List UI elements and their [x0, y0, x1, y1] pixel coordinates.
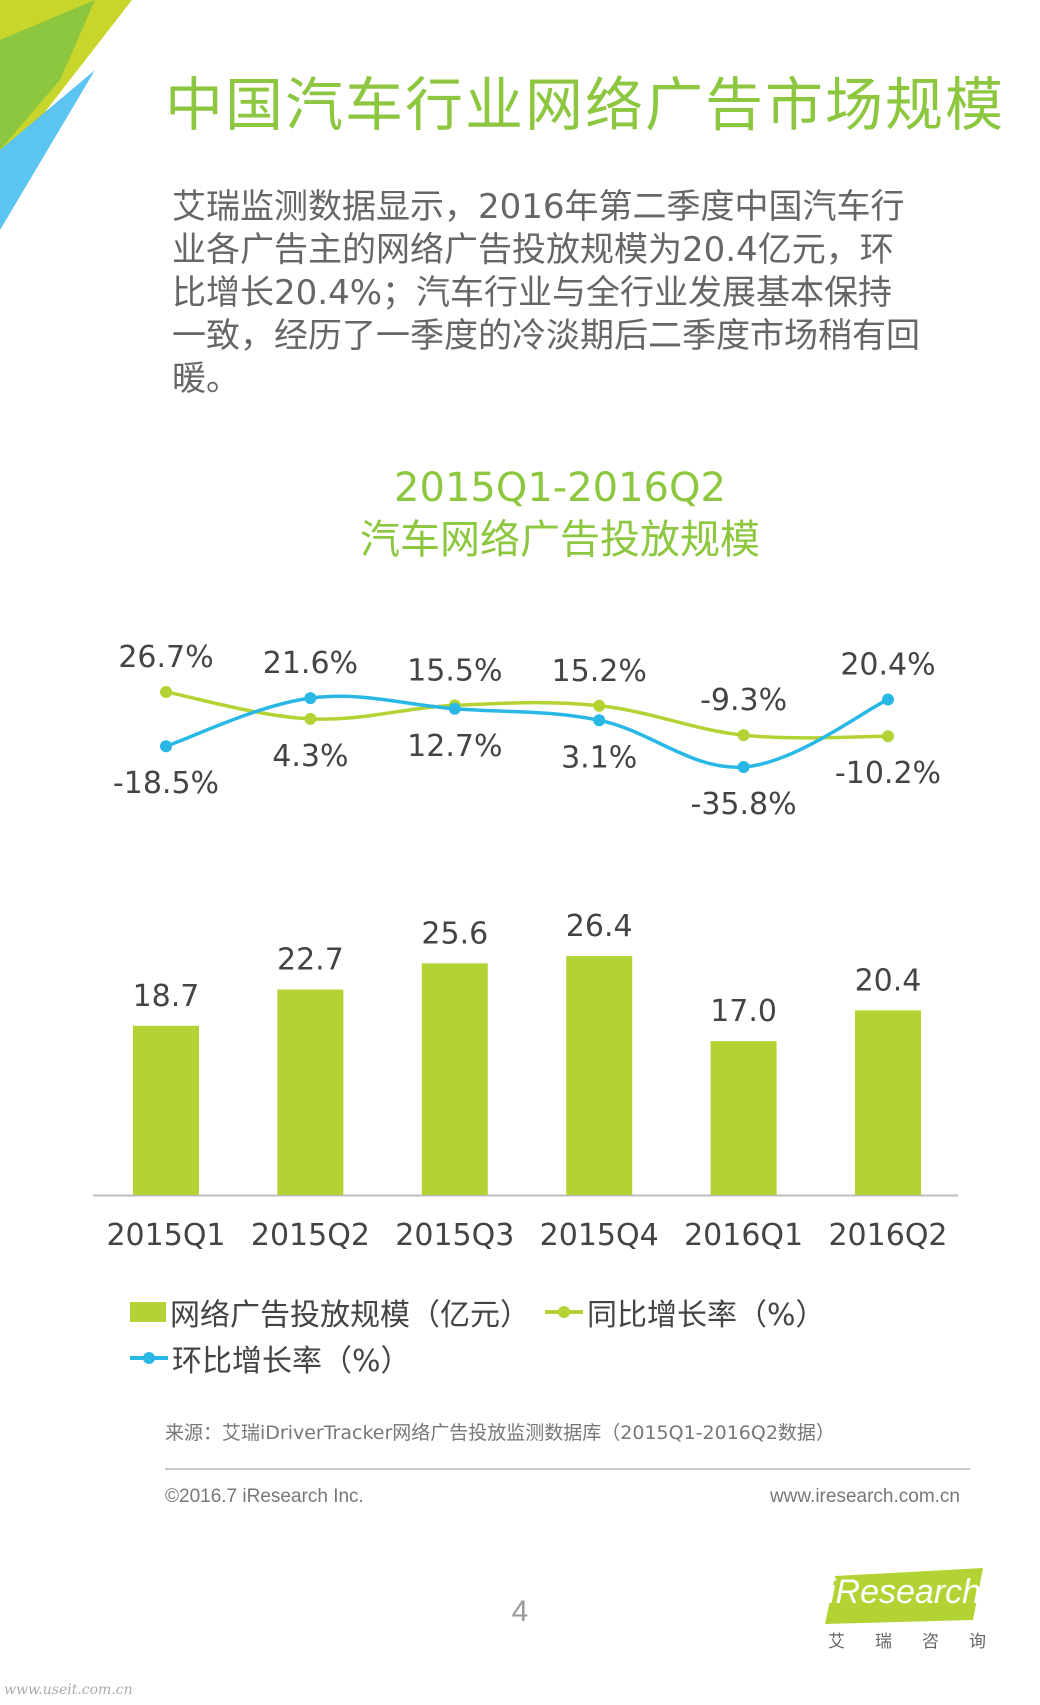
qoq-point-2015Q1	[160, 740, 172, 753]
page-title: 中国汽车行业网络广告市场规模	[165, 71, 1006, 139]
chart-title-line2: 汽车网络广告投放规模	[360, 517, 760, 563]
qoq-growth-line	[165, 694, 889, 769]
x-tick-label-2016Q2: 2016Q2	[828, 1218, 947, 1253]
x-tick-label-2016Q1: 2016Q1	[684, 1218, 803, 1253]
source-note: 来源：艾瑞iDriverTracker网络广告投放监测数据库（2015Q1-20…	[165, 1422, 835, 1444]
yoy-label-2015Q4: 15.2%	[552, 654, 647, 689]
qoq-label-2015Q3: 12.7%	[407, 729, 502, 764]
footer-divider	[165, 1468, 970, 1470]
legend-item-qoq: 环比增长率（%）	[130, 1336, 411, 1380]
x-tick-label-2015Q4: 2015Q4	[540, 1218, 659, 1253]
yoy-label-2015Q3: 15.5%	[407, 653, 502, 688]
legend-bar-label: 网络广告投放规模（亿元）	[170, 1298, 530, 1333]
yoy-label-2015Q2: 4.3%	[272, 739, 348, 774]
bar-2016Q2	[855, 1010, 921, 1195]
bar-label-2016Q2: 20.4	[855, 963, 922, 998]
website-link[interactable]: www.iresearch.com.cn	[769, 1486, 960, 1507]
chart-area: 18.7 2015Q1 22.7 2015Q2 25.6 2015Q3 26.4 2015Q4…	[93, 640, 958, 1253]
watermark: www.useit.com.cn	[4, 1682, 133, 1698]
bar-2015Q2	[277, 989, 344, 1195]
qoq-label-2015Q4: 3.1%	[561, 740, 637, 775]
intro-paragraph: 艾瑞监测数据显示，2016年第二季度中国汽车行业各广告主的网络广告投放规模为20…	[172, 187, 920, 399]
corner-blue-shape	[0, 70, 95, 230]
x-tick-label-2015Q1: 2015Q1	[106, 1218, 225, 1253]
bar-2015Q3	[421, 963, 488, 1195]
yoy-label-2016Q2: -10.2%	[835, 756, 941, 791]
legend-qoq-swatch	[130, 1352, 168, 1364]
bar-label-2015Q3: 25.6	[421, 916, 488, 951]
qoq-label-2016Q2: 20.4%	[840, 648, 935, 683]
bar-label-2015Q4: 26.4	[566, 909, 633, 944]
qoq-point-2016Q2	[882, 693, 894, 706]
yoy-point-2016Q1	[737, 729, 750, 742]
x-tick-label-2015Q2: 2015Q2	[251, 1218, 370, 1253]
qoq-point-2015Q3	[448, 702, 461, 715]
corner-green-shape	[0, 0, 95, 150]
qoq-label-2015Q2: 21.6%	[263, 646, 358, 681]
legend-item-bar: 网络广告投放规模（亿元）	[130, 1290, 530, 1334]
qoq-label-2015Q1: -18.5%	[113, 766, 219, 801]
legend-yoy-label: 同比增长率（%）	[587, 1298, 826, 1333]
qoq-point-2016Q1	[737, 760, 750, 773]
legend-yoy-swatch	[545, 1306, 583, 1318]
logo: iResearch	[828, 1573, 982, 1611]
yoy-point-2016Q2	[882, 730, 894, 743]
bar-2016Q1	[710, 1041, 777, 1195]
yoy-label-2015Q1: 26.7%	[118, 640, 213, 675]
copyright: ©2016.7 iResearch Inc.	[165, 1486, 364, 1507]
bar-label-2015Q1: 18.7	[133, 979, 200, 1014]
yoy-point-2015Q1	[160, 685, 172, 698]
yoy-point-2015Q2	[304, 712, 317, 725]
bar-label-2015Q2: 22.7	[277, 943, 344, 978]
bar-2015Q4	[566, 956, 633, 1195]
logo-subtext: 艾瑞咨询	[828, 1632, 1016, 1652]
qoq-label-2016Q1: -35.8%	[691, 787, 797, 822]
yoy-growth-line	[165, 690, 889, 740]
corner-decoration	[0, 0, 132, 230]
logo-background	[825, 1568, 983, 1624]
qoq-point-2015Q2	[304, 692, 317, 705]
qoq-point-2015Q4	[593, 714, 606, 727]
yoy-label-2016Q1: -9.3%	[700, 683, 787, 718]
legend-bar-swatch	[130, 1302, 166, 1322]
page-number: 4	[511, 1595, 529, 1628]
legend-item-yoy: 同比增长率（%）	[545, 1290, 826, 1334]
x-tick-label-2015Q3: 2015Q3	[395, 1218, 514, 1253]
bar-2015Q1	[133, 1025, 199, 1195]
chart-title-line1: 2015Q1-2016Q2	[394, 465, 726, 511]
legend-qoq-label: 环比增长率（%）	[172, 1344, 411, 1379]
yoy-point-2015Q4	[593, 699, 606, 712]
bar-label-2016Q1: 17.0	[710, 994, 777, 1029]
